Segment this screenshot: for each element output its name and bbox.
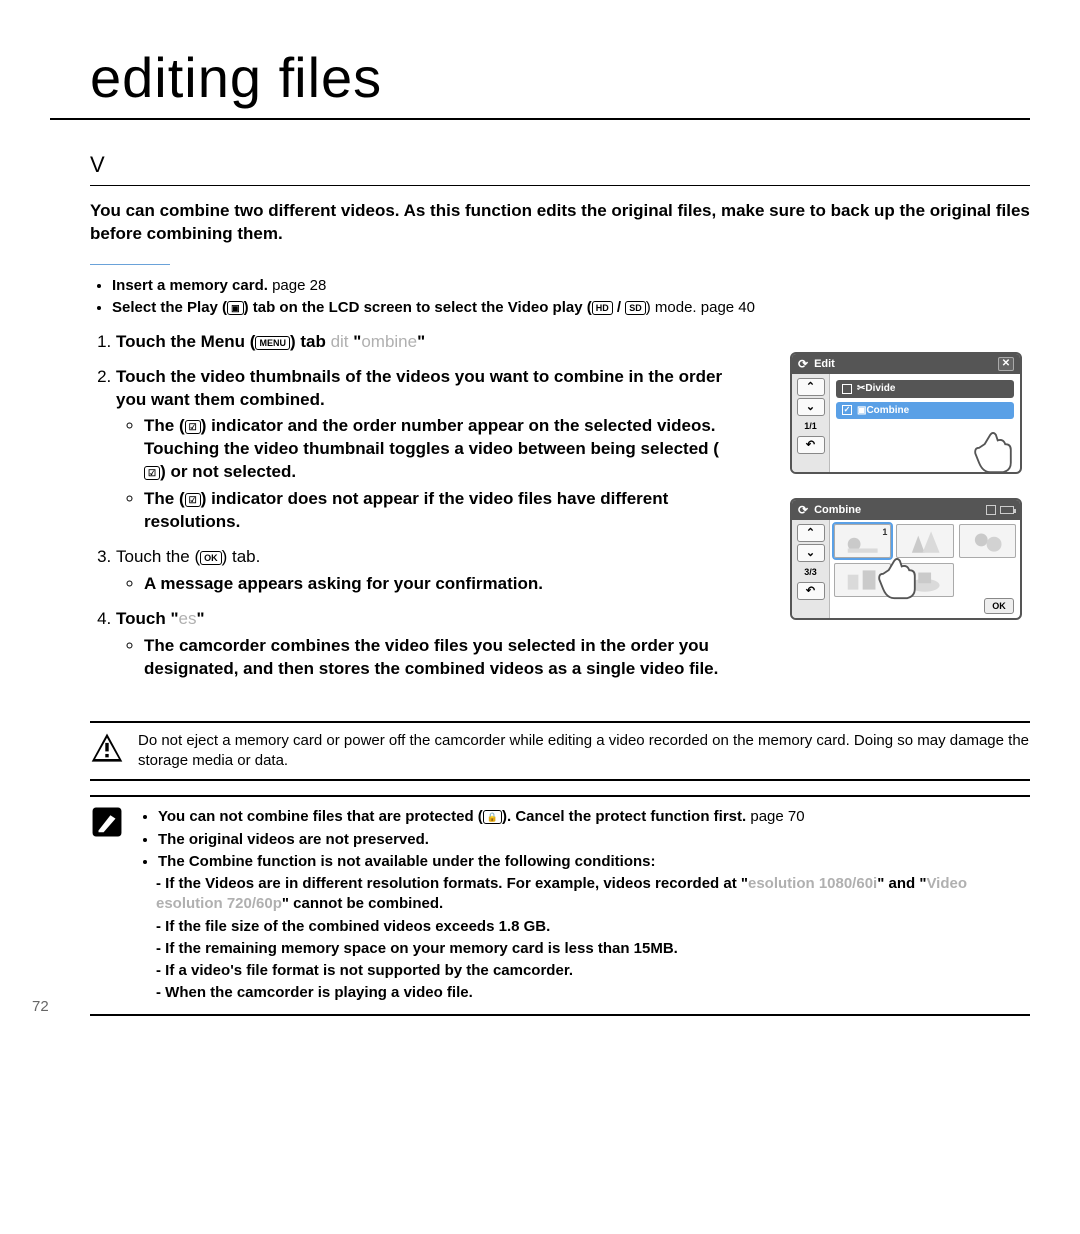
note-item: The original videos are not preserved. xyxy=(158,830,1030,850)
precheck-item: Insert a memory card. page 28 xyxy=(112,276,1030,296)
note-subitem: - If a video's file format is not suppor… xyxy=(156,961,1030,981)
pager-label: 1/1 xyxy=(804,420,817,432)
pager-label: 3/3 xyxy=(804,566,817,578)
combine-title-icon: ⟳ xyxy=(798,502,808,518)
step-3-bullet: A message appears asking for your confir… xyxy=(144,573,726,596)
step-1: Touch the Menu (MENU) tab dit "ombine" xyxy=(116,331,1030,354)
check-icon: ☑ xyxy=(144,466,160,480)
step-4-bullet: The camcorder combines the video files y… xyxy=(144,635,726,681)
check-icon: ☑ xyxy=(185,420,201,434)
hd-icon: HD xyxy=(592,301,613,315)
radio-icon xyxy=(842,384,852,394)
empty-cell xyxy=(959,563,1016,597)
ui-edit-panel: ⟳ Edit ✕ ⌃ ⌄ 1/1 ↶ ✂ Divide ✓ ▣ Combine xyxy=(790,352,1022,474)
note-subitem: - If the file size of the combined video… xyxy=(156,917,1030,937)
ui-figures: ⟳ Edit ✕ ⌃ ⌄ 1/1 ↶ ✂ Divide ✓ ▣ Combine xyxy=(790,352,1022,644)
down-button[interactable]: ⌄ xyxy=(797,544,825,562)
lock-icon: 🔒 xyxy=(483,810,502,824)
check-icon: ☑ xyxy=(185,493,201,507)
section-marker: V xyxy=(90,150,1030,187)
menu-item-combine[interactable]: ✓ ▣ Combine xyxy=(836,402,1014,420)
warning-text: Do not eject a memory card or power off … xyxy=(138,731,1030,772)
back-button[interactable]: ↶ xyxy=(797,436,825,454)
sd-icon: SD xyxy=(625,301,646,315)
ui-combine-title: Combine xyxy=(814,503,861,518)
play-icon: ▣ xyxy=(227,301,244,315)
note-item: You can not combine files that are prote… xyxy=(158,807,1030,827)
card-icon xyxy=(986,505,996,515)
note-subitem: - When the camcorder is playing a video … xyxy=(156,983,1030,1003)
note-item: The Combine function is not available un… xyxy=(158,852,1030,872)
precheck-item: Select the Play (▣) tab on the LCD scree… xyxy=(112,298,1030,318)
ui-combine-panel: ⟳ Combine ⌃ ⌄ 3/3 ↶ 1 xyxy=(790,498,1022,620)
ok-button[interactable]: OK xyxy=(984,598,1014,614)
up-button[interactable]: ⌃ xyxy=(797,378,825,396)
warning-icon xyxy=(90,731,124,765)
note-subitem: - If the remaining memory space on your … xyxy=(156,939,1030,959)
step-2-bullet: The (☑) indicator and the order number a… xyxy=(144,415,726,484)
step-2-bullet: The (☑) indicator does not appear if the… xyxy=(144,488,726,534)
hand-pointer-icon xyxy=(870,544,926,600)
hand-pointer-icon xyxy=(966,418,1022,474)
note-subitem: - If the Videos are in different resolut… xyxy=(156,874,1030,915)
intro-text: You can combine two different videos. As… xyxy=(90,200,1030,246)
menu-icon: MENU xyxy=(255,336,290,350)
up-button[interactable]: ⌃ xyxy=(797,524,825,542)
video-thumbnail[interactable] xyxy=(959,524,1016,558)
menu-item-divide[interactable]: ✂ Divide xyxy=(836,380,1014,398)
info-note: You can not combine files that are prote… xyxy=(90,795,1030,1015)
down-button[interactable]: ⌄ xyxy=(797,398,825,416)
ok-icon: OK xyxy=(200,551,222,565)
close-icon[interactable]: ✕ xyxy=(998,357,1014,371)
page-title: editing ﬁles xyxy=(50,40,1030,120)
back-button[interactable]: ↶ xyxy=(797,582,825,600)
precheck-rule xyxy=(90,264,170,268)
note-icon xyxy=(90,805,124,839)
warning-note: Do not eject a memory card or power off … xyxy=(90,721,1030,782)
radio-icon: ✓ xyxy=(842,405,852,415)
page-number: 72 xyxy=(32,997,49,1017)
ui-edit-title: Edit xyxy=(814,357,835,372)
edit-title-icon: ⟳ xyxy=(798,356,808,372)
precheck-block: Insert a memory card. page 28 Select the… xyxy=(90,264,1030,319)
battery-icon xyxy=(1000,506,1014,514)
